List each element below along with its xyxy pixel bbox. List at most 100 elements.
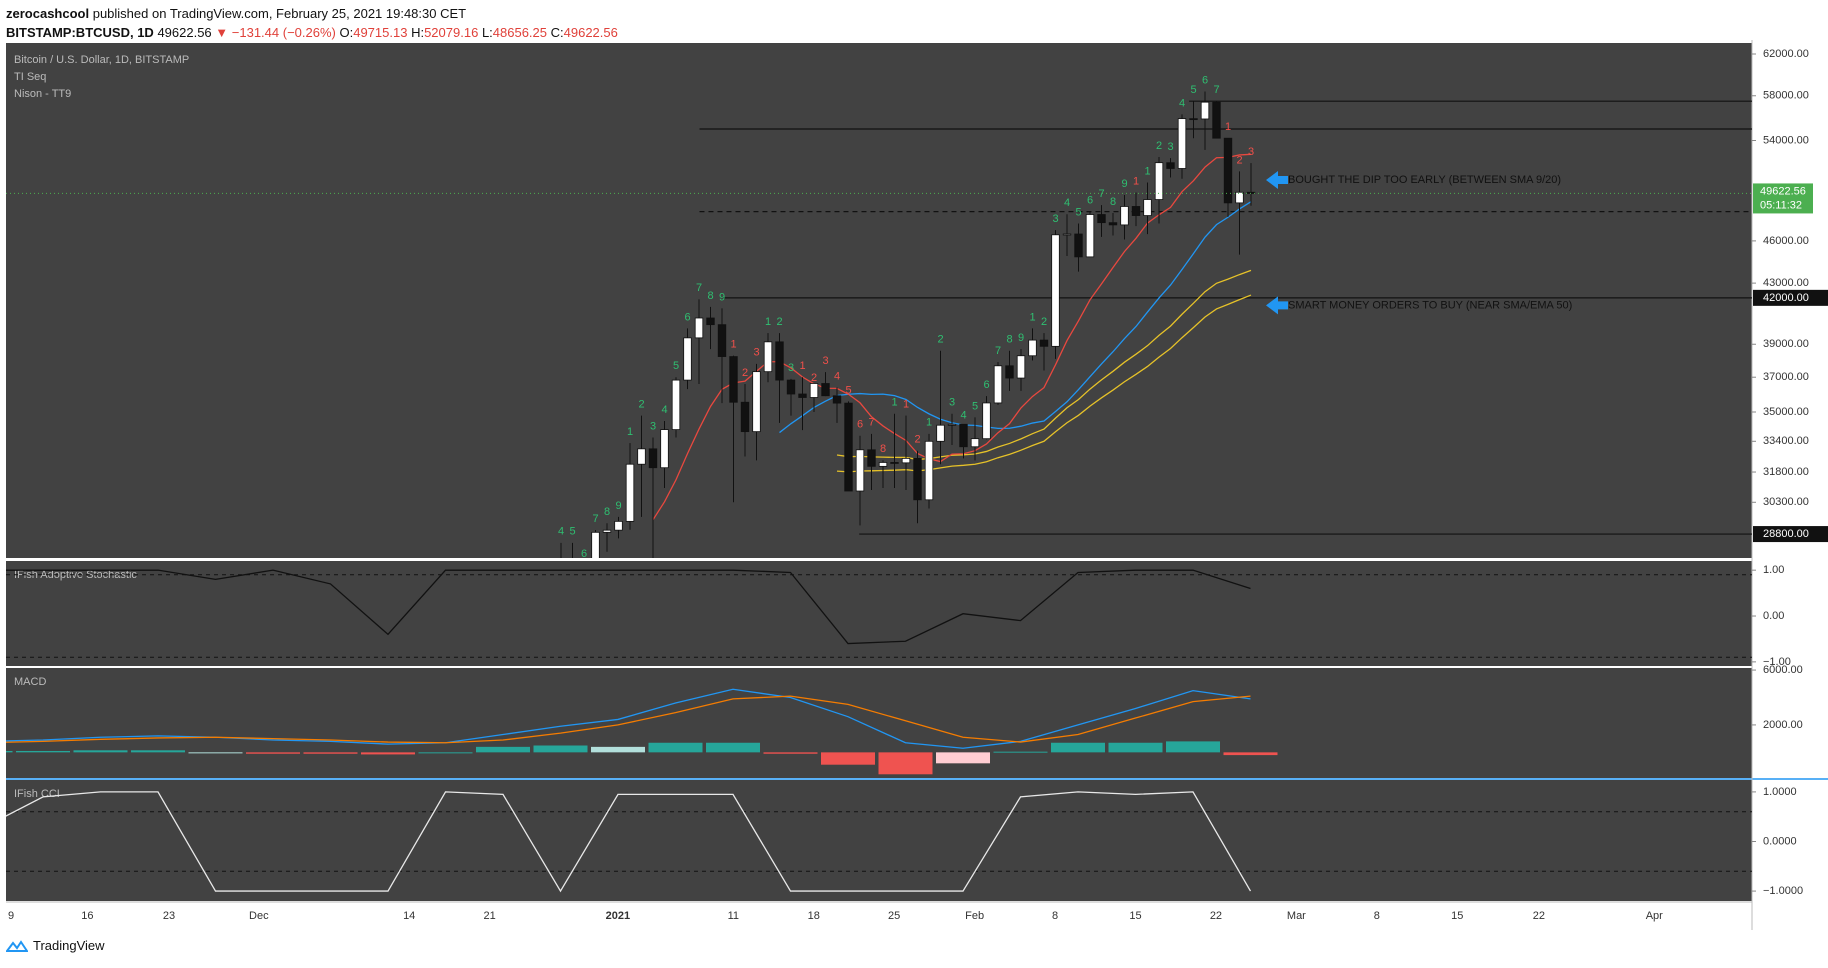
td-count: 4 <box>834 370 840 382</box>
td-count: 4 <box>1064 197 1070 209</box>
td-count: 9 <box>1121 178 1127 190</box>
td-count: 3 <box>822 355 828 367</box>
candle-body <box>648 448 658 469</box>
candle-body <box>602 529 612 533</box>
td-count: 7 <box>1213 84 1219 96</box>
candle-body <box>1154 162 1164 200</box>
left-edge <box>0 40 6 901</box>
candle-body <box>1051 234 1060 347</box>
candle-body <box>694 317 704 339</box>
td-count: 1 <box>730 338 736 350</box>
td-count: 5 <box>569 526 575 538</box>
td-count: 5 <box>1190 84 1196 96</box>
indicator-line <box>6 569 1251 645</box>
sub-pane: MACD <box>6 676 1278 775</box>
candle-body <box>878 462 888 467</box>
candle-body <box>1074 233 1083 258</box>
td-count: 7 <box>995 345 1001 357</box>
candle-body <box>775 341 784 381</box>
td-count: 8 <box>707 290 713 302</box>
x-tick-label: 16 <box>81 910 93 922</box>
td-count: 4 <box>558 526 564 538</box>
td-count: 2 <box>638 398 644 410</box>
td-count: 8 <box>1110 196 1116 208</box>
candle-body <box>890 462 899 464</box>
td-count: 6 <box>581 548 587 560</box>
candle-body <box>614 520 623 531</box>
indicator-line <box>6 791 1252 893</box>
header: zerocashcool published on TradingView.co… <box>6 4 618 42</box>
x-tick-label: 22 <box>1210 910 1222 922</box>
candle-body <box>752 371 761 433</box>
candle-body <box>637 448 646 465</box>
candle-body <box>1039 339 1049 347</box>
y-tick-label: 31800.00 <box>1763 466 1809 478</box>
td-count: 1 <box>627 426 633 438</box>
candle-body <box>729 356 738 403</box>
footer: TradingView <box>6 938 105 953</box>
td-count: 1 <box>891 397 897 409</box>
candle-body <box>798 393 807 398</box>
td-count: 3 <box>1167 141 1173 153</box>
td-count: 6 <box>1202 74 1208 86</box>
td-count: 1 <box>1029 311 1035 323</box>
histogram-bar <box>533 745 588 753</box>
x-tick-label: 11 <box>728 910 739 922</box>
x-tick-label: Apr <box>1646 910 1663 922</box>
author: zerocashcool <box>6 6 90 21</box>
histogram-bar <box>1051 742 1105 753</box>
y-tick-label: 35000.00 <box>1763 406 1809 418</box>
annotation: BOUGHT THE DIP TOO EARLY (BETWEEN SMA 9/… <box>1288 174 1561 186</box>
td-count: 2 <box>776 316 782 328</box>
td-count: 1 <box>1144 165 1150 177</box>
histogram-bar <box>1223 752 1278 756</box>
histogram-bar <box>476 746 530 753</box>
x-tick-label: 25 <box>888 910 900 922</box>
candle-body <box>982 402 991 440</box>
candle-body <box>867 449 876 467</box>
candle-body <box>809 383 819 398</box>
y-tick-label: 0.00 <box>1763 610 1784 622</box>
td-count: 3 <box>788 362 794 374</box>
y-tick-label: 2000.00 <box>1763 719 1803 731</box>
td-count: 4 <box>1179 97 1185 109</box>
annotation: SMART MONEY ORDERS TO BUY (NEAR SMA/EMA … <box>1288 299 1572 311</box>
ohlc-key: O: <box>339 25 354 40</box>
candle-body <box>993 365 1003 404</box>
x-tick-label: 9 <box>8 910 14 922</box>
sma-line <box>779 201 1252 434</box>
last: 49622.56 <box>157 25 212 40</box>
histogram-bar <box>246 752 300 754</box>
td-count: 4 <box>960 409 966 421</box>
candle-body <box>740 401 750 433</box>
ohlc-key: L: <box>481 25 493 40</box>
x-tick-label: 23 <box>163 910 175 922</box>
histogram-bar <box>73 750 128 753</box>
candle-body <box>1062 233 1072 236</box>
ohlc-key: H: <box>411 25 425 40</box>
last-price: 49622.56 <box>1760 185 1806 197</box>
td-count: 8 <box>1006 334 1012 346</box>
ohlc-key: C: <box>550 25 564 40</box>
td-count: 1 <box>926 417 932 429</box>
countdown: 05:11:32 <box>1760 199 1802 211</box>
candle-body <box>591 531 600 558</box>
candle-body <box>844 402 853 492</box>
td-count: 5 <box>673 360 679 372</box>
td-count: 2 <box>811 372 817 384</box>
sub-pane: IFish CCI <box>6 788 1752 893</box>
td-count: 2 <box>1041 316 1047 328</box>
y-tick-label: 54000.00 <box>1763 134 1809 146</box>
price-label: 42000.00 <box>1763 292 1809 304</box>
candle-body <box>1108 222 1118 226</box>
publish-line: zerocashcool published on TradingView.co… <box>6 4 618 23</box>
candle-body <box>821 383 830 397</box>
candle-body <box>959 423 968 448</box>
candle-body <box>1097 214 1106 224</box>
td-count: 2 <box>937 334 943 346</box>
histogram-bar <box>993 751 1048 753</box>
y-tick-label: 46000.00 <box>1763 235 1809 247</box>
td-count: 3 <box>949 397 955 409</box>
td-count: 7 <box>696 282 702 294</box>
